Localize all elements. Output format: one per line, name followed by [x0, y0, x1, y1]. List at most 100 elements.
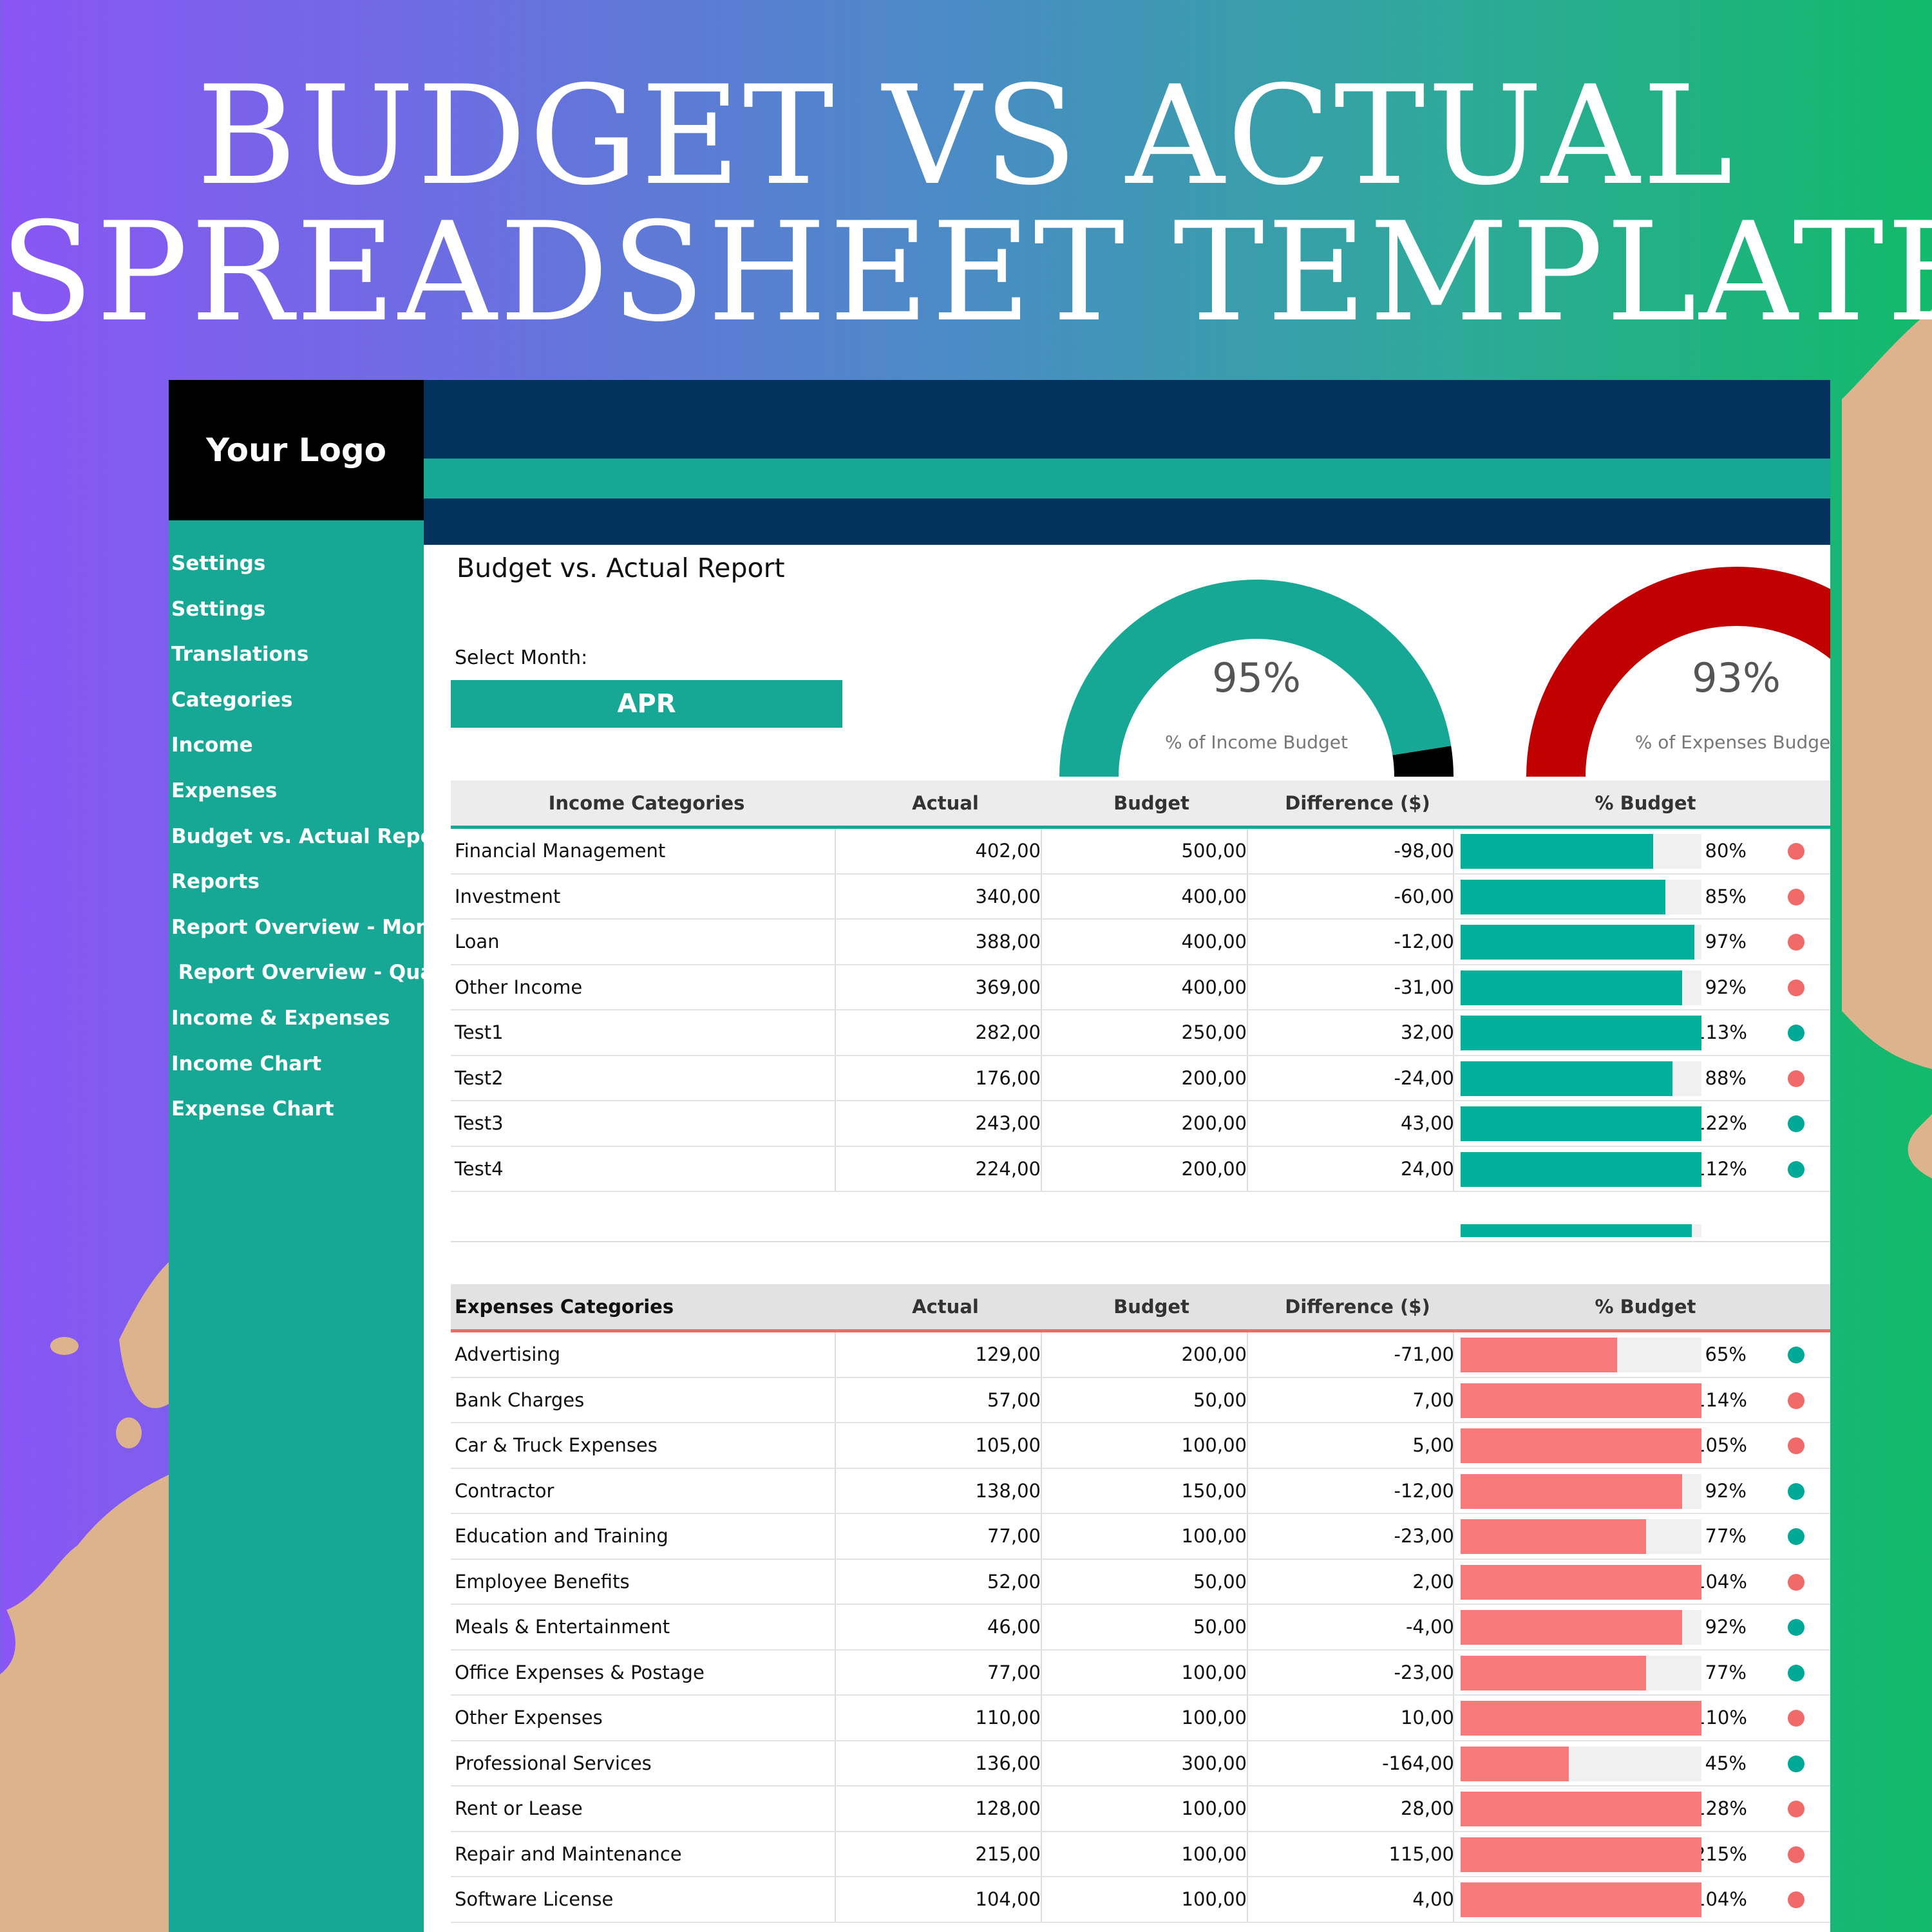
- expense-row-budget: 100,00: [1181, 1842, 1247, 1865]
- sidebar-item-report-overview-quarterly[interactable]: Report Overview - Quarterly: [178, 961, 424, 985]
- expense-row-pct: 92%: [1705, 1616, 1747, 1638]
- column-divider: [1041, 1696, 1042, 1740]
- expense-row-difference: 4,00: [1412, 1888, 1454, 1910]
- income-row-actual: 243,00: [975, 1112, 1041, 1134]
- expense-row-budget: 50,00: [1193, 1388, 1247, 1411]
- income-row-budget: 200,00: [1181, 1066, 1247, 1089]
- expense-row-name: Advertising: [455, 1343, 561, 1365]
- expense-row-name: Contractor: [455, 1479, 554, 1502]
- column-divider: [1453, 1010, 1454, 1055]
- income-row-progress-fill: [1461, 879, 1665, 914]
- sidebar-item-translations[interactable]: Translations: [171, 643, 309, 667]
- income-row-actual: 369,00: [975, 976, 1041, 998]
- expense-row-pct: 104%: [1694, 1570, 1747, 1593]
- column-divider: [1247, 1741, 1248, 1785]
- expense-row-progress-bar: [1461, 1655, 1701, 1690]
- expense-row-progress-fill: [1461, 1338, 1618, 1372]
- column-divider: [1041, 1468, 1042, 1513]
- expense-row-progress-bar: [1461, 1792, 1701, 1826]
- sidebar-item-settings-2[interactable]: Settings: [171, 597, 266, 621]
- sidebar-item-income-chart[interactable]: Income Chart: [171, 1052, 322, 1075]
- header-band-navy-lower: [424, 498, 1830, 545]
- column-divider: [1247, 965, 1248, 1009]
- expense-row-pct: 104%: [1694, 1888, 1747, 1910]
- expense-row-name: Rent or Lease: [455, 1797, 583, 1819]
- income-row-progress-fill: [1461, 834, 1654, 869]
- expense-row-difference: 28,00: [1400, 1797, 1454, 1819]
- expense-row-progress-fill: [1461, 1655, 1646, 1690]
- column-divider: [835, 965, 836, 1009]
- sidebar-item-report-overview-monthly[interactable]: Report Overview - Monthly: [171, 915, 424, 939]
- month-selector[interactable]: APR: [451, 680, 842, 728]
- income-row-actual: 176,00: [975, 1066, 1041, 1089]
- expense-table-row: Office Expenses & Postage 77,00 100,00 -23,…: [451, 1650, 1830, 1696]
- expense-row-pct: 77%: [1705, 1661, 1747, 1683]
- column-divider: [1453, 920, 1454, 964]
- expense-row-budget: 300,00: [1181, 1752, 1247, 1774]
- column-divider: [835, 1146, 836, 1191]
- sidebar-item-budget-vs-actual[interactable]: Budget vs. Actual Report: [171, 824, 424, 848]
- column-divider: [1453, 1559, 1454, 1604]
- column-divider: [1041, 874, 1042, 918]
- expense-table-body: Advertising 129,00 200,00 -71,00 65% Bank Cha…: [451, 1332, 1830, 1923]
- column-divider: [1041, 1786, 1042, 1831]
- expense-row-actual: 77,00: [987, 1525, 1041, 1547]
- income-row-name: Investment: [455, 885, 561, 907]
- logo-text: Your Logo: [206, 431, 386, 469]
- income-row-status-dot: [1788, 888, 1804, 905]
- expense-table-row: Professional Services 136,00 300,00 -164,00…: [451, 1741, 1830, 1786]
- income-table-row: Financial Management 402,00 500,00 -98,00 80…: [451, 829, 1830, 875]
- expense-row-progress-fill: [1461, 1701, 1701, 1736]
- income-row-status-dot: [1788, 1070, 1804, 1087]
- income-header-difference: Difference ($): [1285, 792, 1430, 814]
- expense-header-pct: % Budget: [1595, 1296, 1696, 1318]
- expense-row-status-dot: [1788, 1437, 1804, 1454]
- column-divider: [1041, 1056, 1042, 1100]
- income-row-actual: 340,00: [975, 885, 1041, 907]
- column-divider: [1453, 1468, 1454, 1513]
- income-row-progress-fill: [1461, 1151, 1701, 1187]
- banner-line-1: BUDGET VS ACTUAL: [196, 56, 1736, 215]
- sidebar-item-settings[interactable]: Settings: [171, 552, 266, 575]
- income-row-pct: 113%: [1694, 1021, 1747, 1043]
- income-row-difference: -31,00: [1394, 976, 1455, 998]
- income-table-row: Loan 388,00 400,00 -12,00 97%: [451, 920, 1830, 965]
- expense-row-pct: 65%: [1705, 1343, 1747, 1365]
- income-table-row: Other Income 369,00 400,00 -31,00 92%: [451, 965, 1830, 1010]
- expense-row-progress-fill: [1461, 1837, 1701, 1872]
- sidebar-item-expenses[interactable]: Expenses: [171, 779, 278, 802]
- expense-row-status-dot: [1788, 1755, 1804, 1772]
- column-divider: [1041, 1514, 1042, 1558]
- expense-table-row: Car & Truck Expenses 105,00 100,00 5,00 105%: [451, 1423, 1830, 1469]
- income-row-progress-bar: [1461, 1061, 1701, 1096]
- income-table-row: Investment 340,00 400,00 -60,00 85%: [451, 874, 1830, 920]
- expense-row-pct: 105%: [1694, 1434, 1747, 1456]
- column-divider: [1247, 1468, 1248, 1513]
- income-row-pct: 97%: [1705, 931, 1747, 952]
- expenses-gauge-arc: [1526, 567, 1830, 777]
- sidebar-item-income[interactable]: Income: [171, 734, 253, 757]
- income-row-progress-fill: [1461, 1061, 1673, 1096]
- income-row-difference: 32,00: [1400, 1021, 1454, 1043]
- expense-table-row: Other Expenses 110,00 100,00 10,00 110%: [451, 1696, 1830, 1741]
- expense-table-row: Employee Benefits 52,00 50,00 2,00 104%: [451, 1559, 1830, 1605]
- column-divider: [1453, 965, 1454, 1009]
- income-row-progress-bar: [1461, 879, 1701, 914]
- expense-row-status-dot: [1788, 1392, 1804, 1409]
- sidebar-item-expense-chart[interactable]: Expense Chart: [171, 1097, 334, 1121]
- column-divider: [1041, 1332, 1042, 1377]
- sidebar-item-reports[interactable]: Reports: [171, 870, 260, 894]
- expense-row-name: Software License: [455, 1888, 614, 1910]
- sidebar-item-categories[interactable]: Categories: [171, 688, 293, 712]
- expense-header-actual: Actual: [912, 1296, 979, 1318]
- expenses-gauge: 93% % of Expenses Budget: [1524, 545, 1830, 777]
- expense-row-pct: 128%: [1694, 1797, 1747, 1819]
- expense-row-name: Office Expenses & Postage: [455, 1661, 705, 1683]
- income-row-actual: 388,00: [975, 931, 1041, 952]
- expense-row-budget: 150,00: [1181, 1479, 1247, 1502]
- income-row-budget: 200,00: [1181, 1112, 1247, 1134]
- column-divider: [835, 1650, 836, 1694]
- sidebar-item-income-expenses[interactable]: Income & Expenses: [171, 1006, 390, 1030]
- income-gauge-remainder: [1392, 746, 1454, 777]
- column-divider: [1453, 1378, 1454, 1422]
